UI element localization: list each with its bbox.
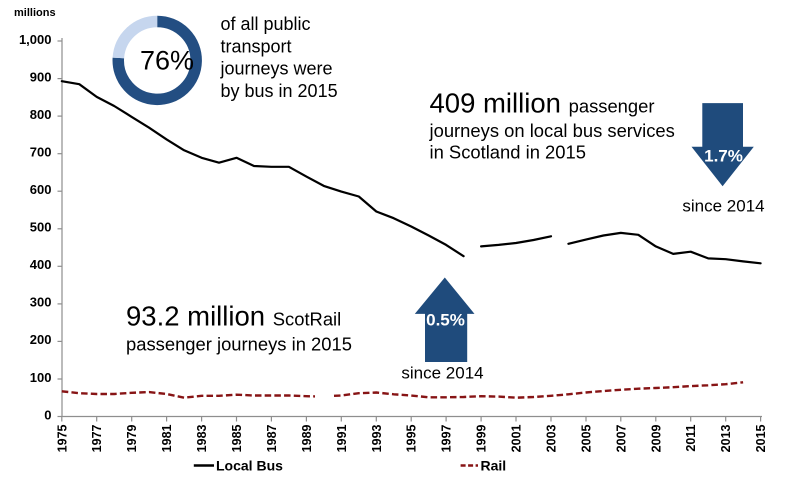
svg-text:1995: 1995: [405, 424, 419, 452]
svg-text:millions: millions: [14, 7, 56, 19]
svg-text:1.7%: 1.7%: [704, 147, 743, 166]
svg-text:1997: 1997: [440, 424, 454, 452]
svg-text:1991: 1991: [335, 424, 349, 452]
svg-text:2007: 2007: [614, 424, 628, 452]
svg-text:1985: 1985: [230, 424, 244, 452]
svg-text:0.5%: 0.5%: [426, 311, 465, 330]
svg-text:900: 900: [30, 69, 52, 84]
svg-text:2001: 2001: [510, 424, 524, 452]
svg-text:in Scotland in 2015: in Scotland in 2015: [430, 142, 586, 163]
svg-text:1987: 1987: [265, 424, 279, 452]
svg-text:2003: 2003: [545, 424, 559, 452]
svg-text:800: 800: [30, 107, 52, 122]
svg-text:100: 100: [30, 370, 52, 385]
svg-text:300: 300: [30, 295, 52, 310]
svg-text:1983: 1983: [195, 424, 209, 452]
svg-text:transport: transport: [221, 36, 292, 56]
svg-text:since 2014: since 2014: [682, 197, 764, 216]
svg-text:2005: 2005: [580, 424, 594, 452]
svg-text:1993: 1993: [370, 424, 384, 452]
svg-text:since 2014: since 2014: [401, 364, 483, 383]
svg-text:journeys on local bus services: journeys on local bus services: [429, 120, 675, 141]
svg-text:1989: 1989: [300, 424, 314, 452]
svg-text:200: 200: [30, 332, 52, 347]
svg-text:2013: 2013: [719, 424, 733, 452]
svg-text:journeys were: journeys were: [220, 58, 333, 78]
svg-text:1979: 1979: [125, 424, 139, 452]
svg-text:2009: 2009: [649, 424, 663, 452]
svg-text:1977: 1977: [90, 424, 104, 452]
svg-text:passenger journeys in 2015: passenger journeys in 2015: [126, 334, 352, 355]
svg-text:by bus in 2015: by bus in 2015: [221, 81, 338, 101]
svg-text:1981: 1981: [160, 424, 174, 452]
svg-text:Local Bus: Local Bus: [216, 458, 283, 474]
svg-text:700: 700: [30, 145, 52, 160]
svg-text:600: 600: [30, 182, 52, 197]
svg-text:0: 0: [44, 407, 51, 422]
svg-text:400: 400: [30, 257, 52, 272]
svg-text:Rail: Rail: [481, 458, 507, 474]
svg-text:500: 500: [30, 220, 52, 235]
svg-text:2011: 2011: [684, 424, 698, 451]
svg-text:76%: 76%: [140, 46, 194, 76]
svg-text:1999: 1999: [475, 424, 489, 452]
svg-text:1,000: 1,000: [19, 32, 52, 47]
svg-text:1975: 1975: [55, 424, 69, 452]
svg-text:of all public: of all public: [221, 14, 311, 34]
svg-text:2015: 2015: [754, 424, 768, 452]
